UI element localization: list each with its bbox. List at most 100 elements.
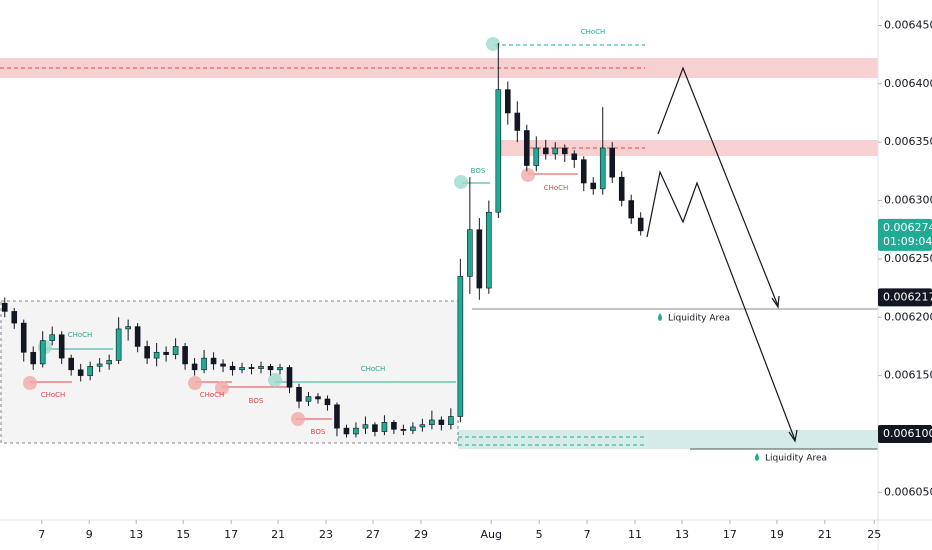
candle-body: [486, 211, 492, 289]
candle-body: [106, 360, 112, 365]
candle-body: [277, 367, 283, 371]
candle-body: [144, 346, 150, 359]
candle-body: [381, 422, 388, 432]
annotation: BOS: [249, 397, 264, 405]
x-tick-label: 21: [818, 528, 832, 541]
candle-body: [372, 424, 378, 432]
candle-body: [542, 147, 549, 155]
candle-body: [580, 159, 587, 184]
candle-body: [419, 424, 426, 428]
candle-body: [618, 176, 625, 201]
candle-body: [201, 357, 207, 371]
swing-markers: [23, 168, 535, 426]
candle-body: [39, 340, 46, 365]
x-tick-label: 9: [86, 528, 93, 541]
x-tick-label: 17: [723, 528, 737, 541]
level-label: 0.006217: [883, 290, 932, 303]
last-price-tag: [878, 218, 932, 251]
candle-body: [571, 153, 578, 160]
candle-body: [362, 424, 369, 429]
candle-body: [68, 357, 74, 371]
candle-body: [391, 422, 397, 430]
supply-zone: [500, 140, 878, 156]
candle-body: [438, 419, 445, 425]
candle-body: [1, 302, 8, 312]
candle-body: [476, 229, 483, 289]
candle-body: [514, 112, 521, 131]
candle-body: [11, 311, 18, 324]
candle-body: [561, 147, 568, 155]
candle-body: [125, 326, 131, 330]
x-tick-label: 7: [584, 528, 591, 541]
countdown: 01:09:04: [883, 235, 932, 248]
candle-body: [258, 365, 264, 369]
candle-body: [229, 365, 236, 371]
x-tick-label: 25: [867, 528, 881, 541]
candle-body: [77, 369, 84, 376]
candle-body: [239, 367, 245, 371]
candle-body: [153, 351, 160, 359]
candle-body: [353, 427, 359, 435]
candle-body: [20, 322, 27, 353]
candle-body: [533, 147, 540, 166]
candle-body: [49, 334, 56, 341]
x-tick-label: 27: [366, 528, 380, 541]
candle-body: [305, 396, 312, 402]
level-tag: [878, 424, 932, 443]
drop-icon: [755, 453, 759, 461]
candle-body: [58, 334, 65, 359]
x-tick-label: 13: [675, 528, 689, 541]
candle-body: [267, 365, 274, 371]
y-tick-label: 0.006200: [884, 310, 932, 323]
candle-body: [220, 363, 226, 367]
demand-zone: [458, 430, 878, 449]
candle-body: [87, 365, 93, 376]
candle-body: [628, 200, 635, 219]
candle-body: [410, 426, 416, 431]
candle-body: [599, 147, 606, 190]
supply-zone: [0, 58, 878, 78]
candle-body: [495, 89, 502, 213]
y-tick-label: 0.006150: [884, 369, 932, 382]
annotation: CHoCH: [41, 391, 66, 399]
annotation: CHoCH: [361, 365, 386, 373]
x-tick-label: 23: [319, 528, 333, 541]
level-label: 0.006100: [883, 427, 932, 440]
annotation: CHoCH: [68, 331, 93, 339]
y-tick-label: 0.006050: [884, 485, 932, 498]
candle-body: [134, 326, 141, 347]
x-tick-label: 5: [536, 528, 543, 541]
x-tick-label: 19: [770, 528, 784, 541]
x-tick-label: 21: [271, 528, 285, 541]
candle-body: [248, 367, 255, 369]
annotation: CHoCH: [544, 184, 569, 192]
candle-body: [334, 404, 340, 429]
candle-body: [210, 357, 217, 365]
candle-body: [523, 130, 530, 166]
annotation: CHoCH: [581, 28, 606, 36]
candle-body: [637, 217, 644, 232]
x-tick-label: 15: [176, 528, 190, 541]
y-tick-label: 0.006300: [884, 194, 932, 207]
candle-body: [400, 429, 407, 431]
candle-body: [457, 276, 464, 417]
drop-icon: [658, 313, 662, 321]
x-tick-label: 17: [224, 528, 238, 541]
candle-body: [286, 367, 293, 388]
x-tick-label: 11: [628, 528, 642, 541]
candle-body: [115, 328, 122, 361]
candle-body: [609, 147, 616, 178]
candle-body: [182, 346, 188, 365]
level-tag: [878, 288, 932, 307]
candle-body: [191, 363, 198, 371]
x-tick-label: Aug: [480, 528, 501, 541]
candle-body: [505, 89, 511, 114]
candle-body: [324, 398, 331, 406]
candle-body: [315, 396, 321, 400]
candle-body: [172, 346, 179, 355]
candle-body: [590, 182, 597, 190]
range-box: [0, 300, 459, 444]
annotation: BOS: [311, 428, 326, 436]
candle-body: [552, 147, 559, 155]
